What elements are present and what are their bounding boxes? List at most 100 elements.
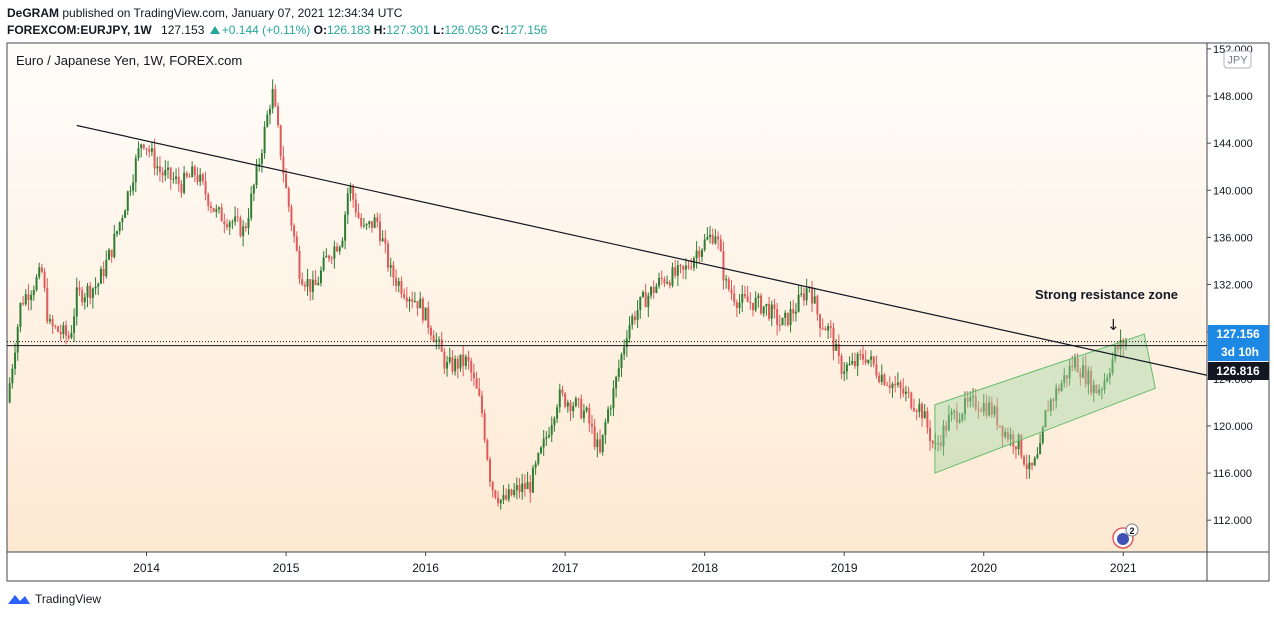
- annotation-text[interactable]: Strong resistance zone: [1035, 287, 1178, 302]
- candle-body: [896, 382, 899, 385]
- candle-body: [102, 268, 105, 277]
- author-name[interactable]: DeGRAM: [7, 6, 60, 20]
- candle-body: [89, 285, 92, 299]
- event-badge[interactable]: 2: [1112, 523, 1139, 549]
- candle-body: [126, 191, 129, 211]
- candle-body: [623, 347, 626, 355]
- candle-body: [223, 221, 226, 225]
- annotation-arrow-icon: ↓: [1107, 316, 1120, 334]
- currency-badge[interactable]: [1223, 50, 1252, 69]
- candle-body: [572, 405, 575, 412]
- candle-body: [921, 403, 924, 419]
- candle-body: [700, 249, 703, 257]
- candle-body: [1039, 442, 1042, 455]
- candle-body: [234, 216, 237, 222]
- candle-body: [489, 459, 492, 482]
- candle-body: [411, 299, 414, 302]
- candle-body: [529, 482, 532, 493]
- candle-body: [116, 231, 119, 234]
- price-tick-label: 136.000: [1213, 232, 1253, 244]
- candle-body: [239, 217, 242, 237]
- ascending-channel[interactable]: [934, 333, 1156, 474]
- event-count-bubble: [1125, 523, 1139, 537]
- candle-body: [1116, 346, 1119, 350]
- candle-body: [542, 438, 545, 448]
- candle-body: [811, 287, 814, 304]
- candle-body: [760, 295, 763, 314]
- candle-body: [204, 181, 207, 195]
- candle-body: [161, 172, 164, 176]
- candle-body: [217, 207, 220, 210]
- high-label: H:: [373, 23, 387, 37]
- candle-body: [574, 398, 577, 406]
- candle-body: [11, 368, 14, 384]
- candle-body: [448, 357, 451, 362]
- candle-body: [505, 495, 508, 500]
- candle-body: [888, 385, 891, 388]
- candle-body: [1111, 358, 1114, 373]
- candle-body: [421, 298, 424, 321]
- candle-body: [955, 410, 958, 423]
- candle-body: [695, 250, 698, 259]
- candle-body: [974, 395, 977, 409]
- candle-body: [521, 483, 524, 493]
- candle-body: [518, 485, 521, 493]
- candle-body: [676, 265, 679, 276]
- candle-body: [762, 306, 765, 314]
- candle-body: [397, 281, 400, 286]
- candle-body: [1049, 399, 1052, 411]
- candle-body: [260, 153, 263, 164]
- candle-body: [853, 360, 856, 367]
- candle-body: [741, 294, 744, 303]
- candle-body: [1057, 388, 1060, 392]
- candle-body: [263, 126, 266, 154]
- candle-body: [22, 303, 25, 305]
- candle-body: [97, 283, 100, 287]
- time-tick-label: 2015: [273, 561, 300, 575]
- candle-body: [164, 169, 167, 176]
- candle-body: [945, 425, 948, 431]
- candle-body: [1006, 431, 1009, 440]
- candle-body: [14, 352, 17, 369]
- last-price-label: 127.156: [1216, 327, 1260, 341]
- time-tick-label: 2021: [1110, 561, 1137, 575]
- candle-body: [910, 392, 913, 409]
- candle-body: [191, 166, 194, 178]
- candle-body: [580, 398, 583, 419]
- candle-body: [129, 190, 132, 192]
- candle-body: [599, 439, 602, 453]
- candle-body: [384, 238, 387, 244]
- time-tick-label: 2019: [831, 561, 858, 575]
- candle-body: [8, 383, 11, 403]
- price-tick-label: 116.000: [1213, 468, 1252, 480]
- candle-body: [550, 425, 553, 435]
- candle-body: [311, 279, 314, 292]
- candle-body: [703, 239, 706, 250]
- candle-body: [870, 356, 873, 360]
- candle-body: [336, 246, 339, 252]
- candle-body: [738, 302, 741, 308]
- candle-body: [346, 193, 349, 215]
- candle-body: [588, 407, 591, 424]
- candle-body: [658, 277, 661, 287]
- candle-body: [352, 186, 355, 200]
- candle-body: [150, 148, 153, 152]
- candle-body: [328, 255, 331, 259]
- candle-body: [105, 259, 108, 277]
- candle-body: [1020, 434, 1023, 457]
- candle-body: [969, 397, 972, 402]
- brand-footer[interactable]: TradingView: [7, 591, 101, 607]
- descending-trend-line[interactable]: [76, 124, 1208, 376]
- candle-body: [220, 207, 223, 222]
- candle-body: [939, 443, 942, 447]
- symbol-label[interactable]: FOREXCOM:EURJPY, 1W: [7, 23, 152, 37]
- chart-frame: [6, 42, 1270, 582]
- candle-body: [389, 265, 392, 268]
- candle-body: [298, 250, 301, 280]
- candle-body: [819, 314, 822, 329]
- candle-body: [188, 176, 191, 178]
- candle-body: [682, 265, 685, 270]
- candle-body: [153, 148, 156, 169]
- candle-body: [1100, 389, 1103, 391]
